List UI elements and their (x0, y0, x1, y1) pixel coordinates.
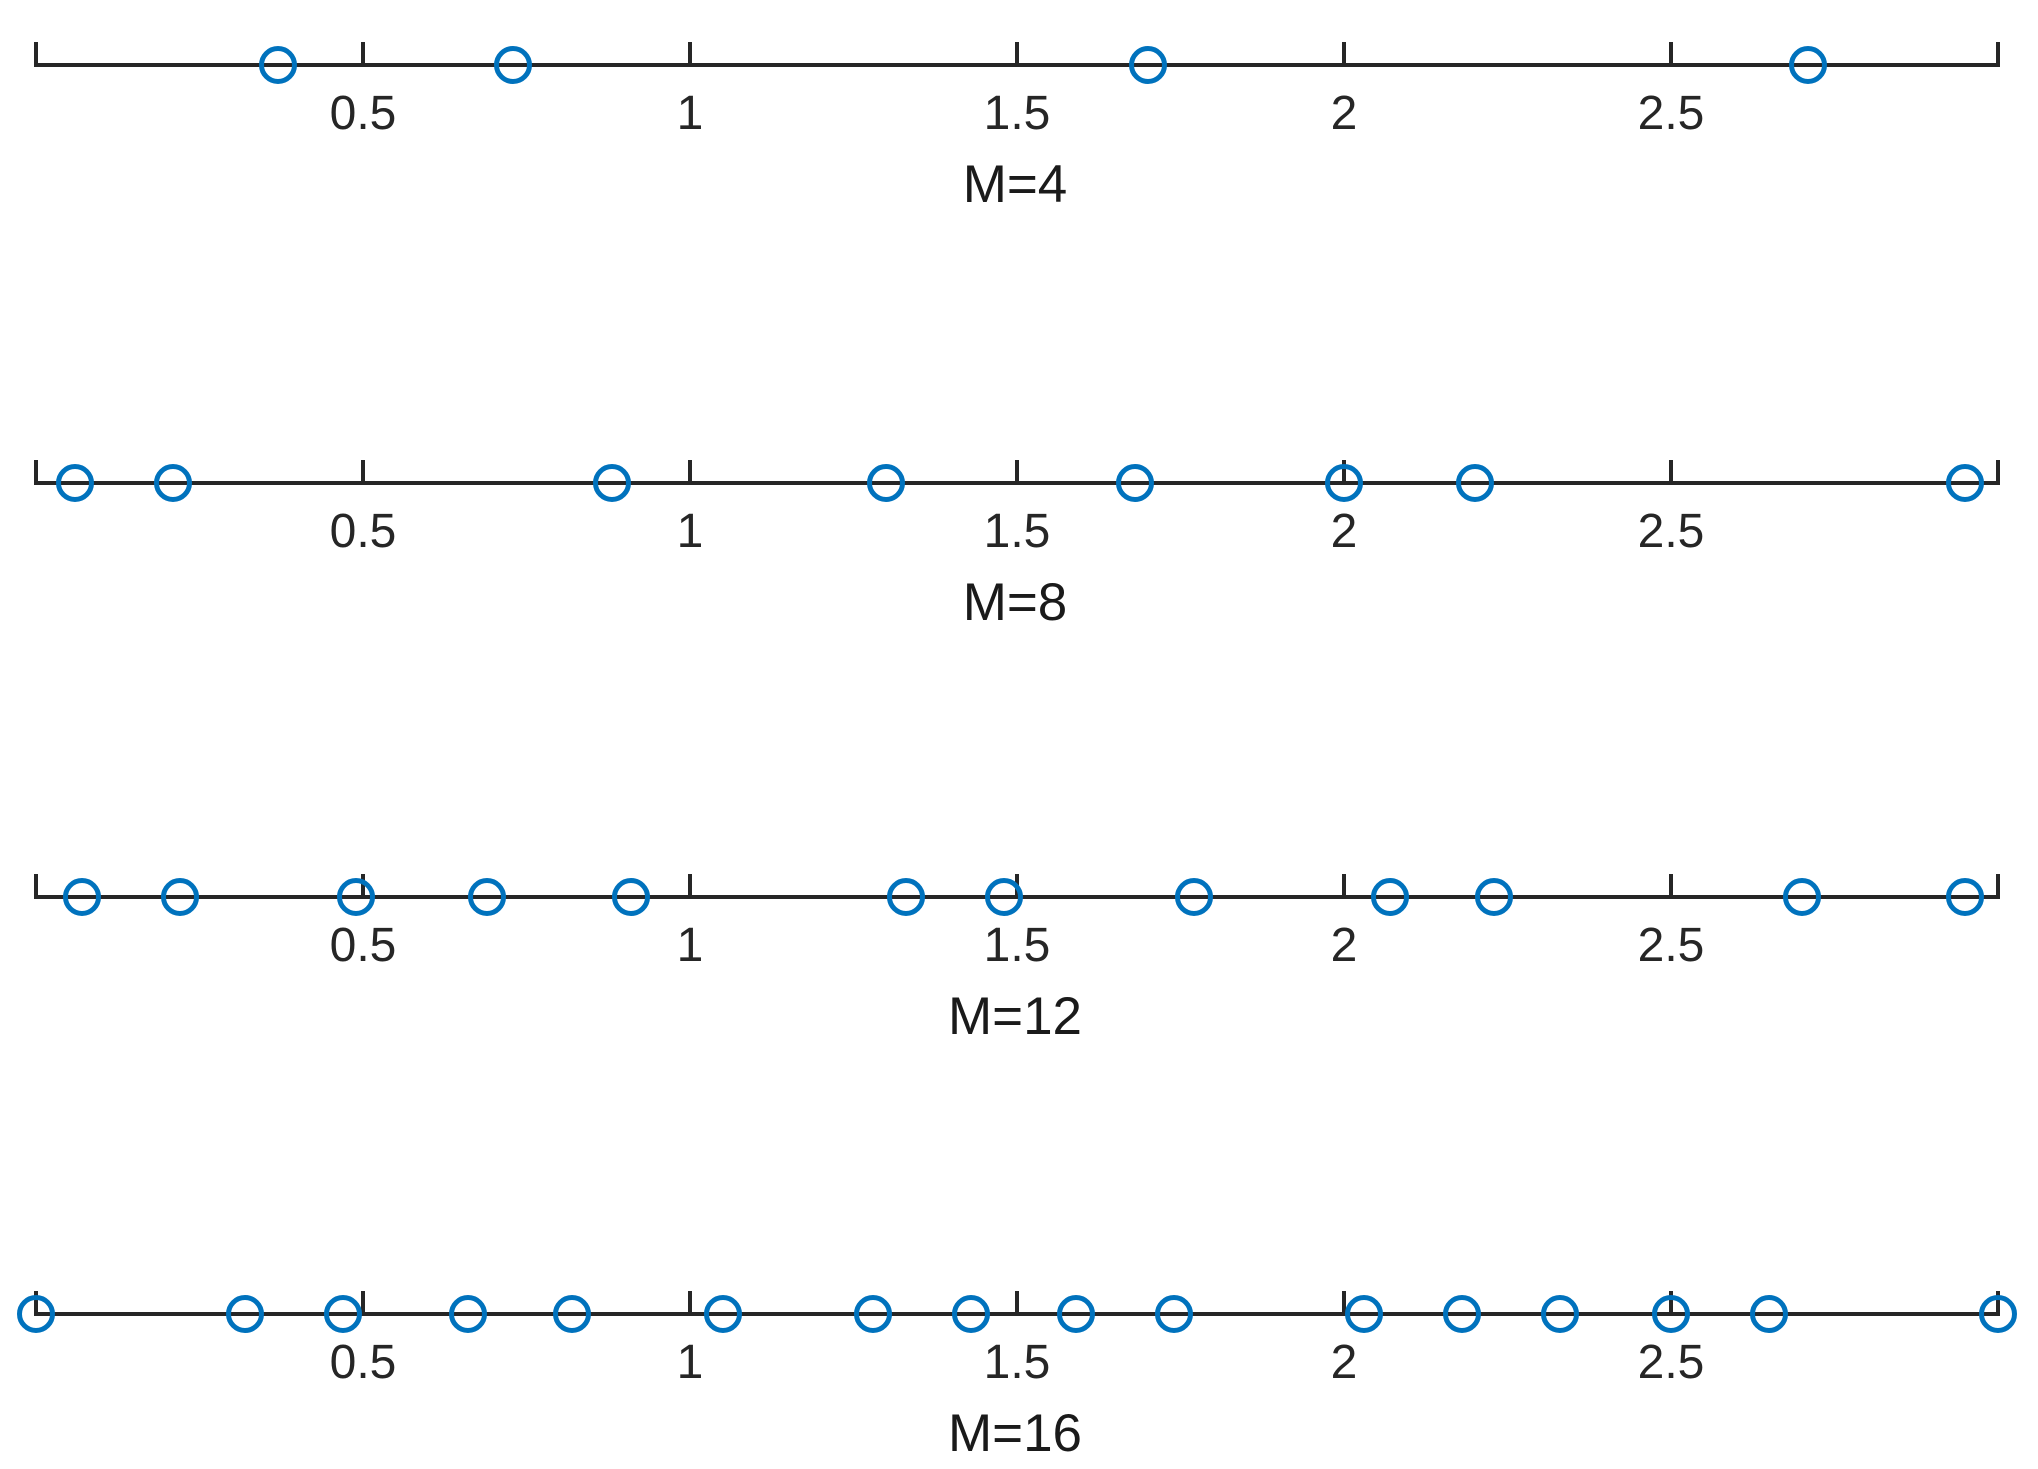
data-point-marker (886, 878, 925, 916)
data-point-marker (854, 1295, 893, 1333)
x-tick (34, 874, 38, 899)
data-point-marker (56, 464, 95, 502)
x-tick-label: 1.5 (983, 87, 1051, 140)
x-tick (361, 42, 365, 67)
x-tick-label: 0.5 (329, 87, 397, 140)
x-tick (688, 1291, 692, 1316)
x-tick-label: 2.5 (1637, 87, 1705, 140)
x-tick (1996, 460, 2000, 485)
data-point-marker (1344, 1295, 1383, 1333)
x-tick-label: 2.5 (1637, 1336, 1705, 1389)
x-tick (1015, 1291, 1019, 1316)
data-point-marker (258, 46, 297, 84)
x-tick-label: 0.5 (329, 919, 397, 972)
x-tick (1669, 42, 1673, 67)
data-point-marker (1325, 464, 1363, 502)
x-tick-label: 2.5 (1637, 505, 1705, 558)
x-tick (688, 460, 692, 485)
x-tick (1342, 874, 1346, 899)
data-point-marker (984, 878, 1023, 916)
x-axis-label: M=16 (947, 1404, 1083, 1463)
x-tick-label: 1 (676, 87, 704, 140)
data-point-marker (1652, 1295, 1690, 1333)
data-point-marker (1789, 46, 1828, 84)
data-point-marker (468, 878, 507, 916)
data-point-marker (952, 1295, 991, 1333)
x-tick (361, 1291, 365, 1316)
x-tick-label: 0.5 (329, 1336, 397, 1389)
data-point-marker (17, 1295, 55, 1333)
data-point-marker (1442, 1295, 1481, 1333)
x-tick-label: 2 (1330, 505, 1358, 558)
x-axis-label: M=12 (947, 987, 1083, 1046)
x-tick-label: 2.5 (1637, 919, 1705, 972)
data-point-marker (324, 1295, 363, 1333)
x-tick-label: 1.5 (983, 1336, 1051, 1389)
x-tick-label: 1.5 (983, 919, 1051, 972)
x-axis-label: M=8 (962, 573, 1068, 632)
data-point-marker (867, 464, 906, 502)
data-point-marker (703, 1295, 742, 1333)
x-tick (688, 42, 692, 67)
x-tick (1996, 42, 2000, 67)
data-point-marker (612, 878, 651, 916)
data-point-marker (1946, 878, 1985, 916)
data-point-marker (62, 878, 101, 916)
data-point-marker (337, 878, 376, 916)
data-point-marker (592, 464, 631, 502)
x-tick (1015, 460, 1019, 485)
x-tick (34, 460, 38, 485)
x-tick-label: 2 (1330, 87, 1358, 140)
x-tick (688, 874, 692, 899)
x-tick (1669, 460, 1673, 485)
data-point-marker (1750, 1295, 1789, 1333)
data-point-marker (1475, 878, 1514, 916)
data-point-marker (1782, 878, 1821, 916)
data-point-marker (1979, 1295, 2017, 1333)
x-tick (1015, 42, 1019, 67)
data-point-marker (160, 878, 199, 916)
x-axis-label: M=4 (962, 155, 1068, 214)
x-tick (361, 460, 365, 485)
data-point-marker (1056, 1295, 1095, 1333)
x-tick (1669, 874, 1673, 899)
data-point-marker (154, 464, 193, 502)
data-point-marker (1154, 1295, 1193, 1333)
data-point-marker (448, 1295, 487, 1333)
data-point-marker (226, 1295, 265, 1333)
x-tick-label: 0.5 (329, 505, 397, 558)
x-tick-label: 1 (676, 1336, 704, 1389)
x-tick-label: 1 (676, 919, 704, 972)
x-tick-label: 1 (676, 505, 704, 558)
x-tick-label: 1.5 (983, 505, 1051, 558)
x-tick-label: 2 (1330, 1336, 1358, 1389)
data-point-marker (494, 46, 533, 84)
data-point-marker (1370, 878, 1409, 916)
data-point-marker (553, 1295, 592, 1333)
data-point-marker (1455, 464, 1494, 502)
data-point-marker (1174, 878, 1213, 916)
data-point-marker (1115, 464, 1154, 502)
data-point-marker (1128, 46, 1167, 84)
x-tick (1342, 42, 1346, 67)
x-tick (1996, 874, 2000, 899)
x-tick-label: 2 (1330, 919, 1358, 972)
data-point-marker (1540, 1295, 1579, 1333)
x-tick (34, 42, 38, 67)
x-tick (1342, 1291, 1346, 1316)
data-point-marker (1946, 464, 1985, 502)
